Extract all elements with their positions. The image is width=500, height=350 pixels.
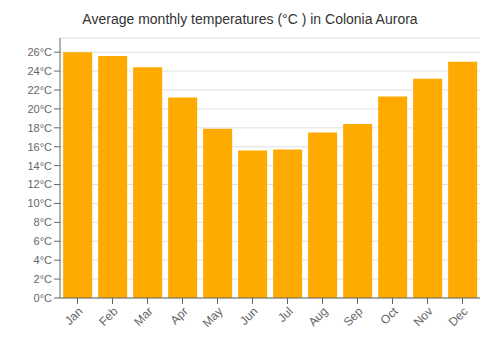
svg-text:Oct: Oct	[378, 304, 402, 328]
svg-text:Dec: Dec	[446, 304, 471, 329]
svg-text:26°C: 26°C	[27, 46, 52, 58]
svg-text:May: May	[200, 304, 226, 330]
svg-text:18°C: 18°C	[27, 122, 52, 134]
svg-text:24°C: 24°C	[27, 65, 52, 77]
svg-text:12°C: 12°C	[27, 178, 52, 190]
svg-text:Jan: Jan	[62, 304, 86, 328]
svg-text:Feb: Feb	[96, 304, 121, 329]
svg-text:4°C: 4°C	[34, 254, 53, 266]
svg-text:Sep: Sep	[341, 304, 366, 329]
svg-text:10°C: 10°C	[27, 197, 52, 209]
svg-text:22°C: 22°C	[27, 84, 52, 96]
svg-text:Mar: Mar	[131, 304, 156, 329]
svg-text:2°C: 2°C	[34, 273, 53, 285]
svg-text:Aug: Aug	[306, 304, 331, 329]
svg-text:16°C: 16°C	[27, 141, 52, 153]
svg-text:Jul: Jul	[275, 304, 296, 325]
svg-text:0°C: 0°C	[34, 292, 53, 304]
svg-text:8°C: 8°C	[34, 216, 53, 228]
svg-text:14°C: 14°C	[27, 160, 52, 172]
svg-text:6°C: 6°C	[34, 235, 53, 247]
svg-text:20°C: 20°C	[27, 103, 52, 115]
svg-text:Nov: Nov	[411, 304, 436, 329]
svg-text:Apr: Apr	[168, 304, 191, 327]
html-text:Average monthly temperatures (: Average monthly temperatures (°C ) in Co…	[82, 11, 418, 27]
svg-text:Jun: Jun	[237, 304, 261, 328]
